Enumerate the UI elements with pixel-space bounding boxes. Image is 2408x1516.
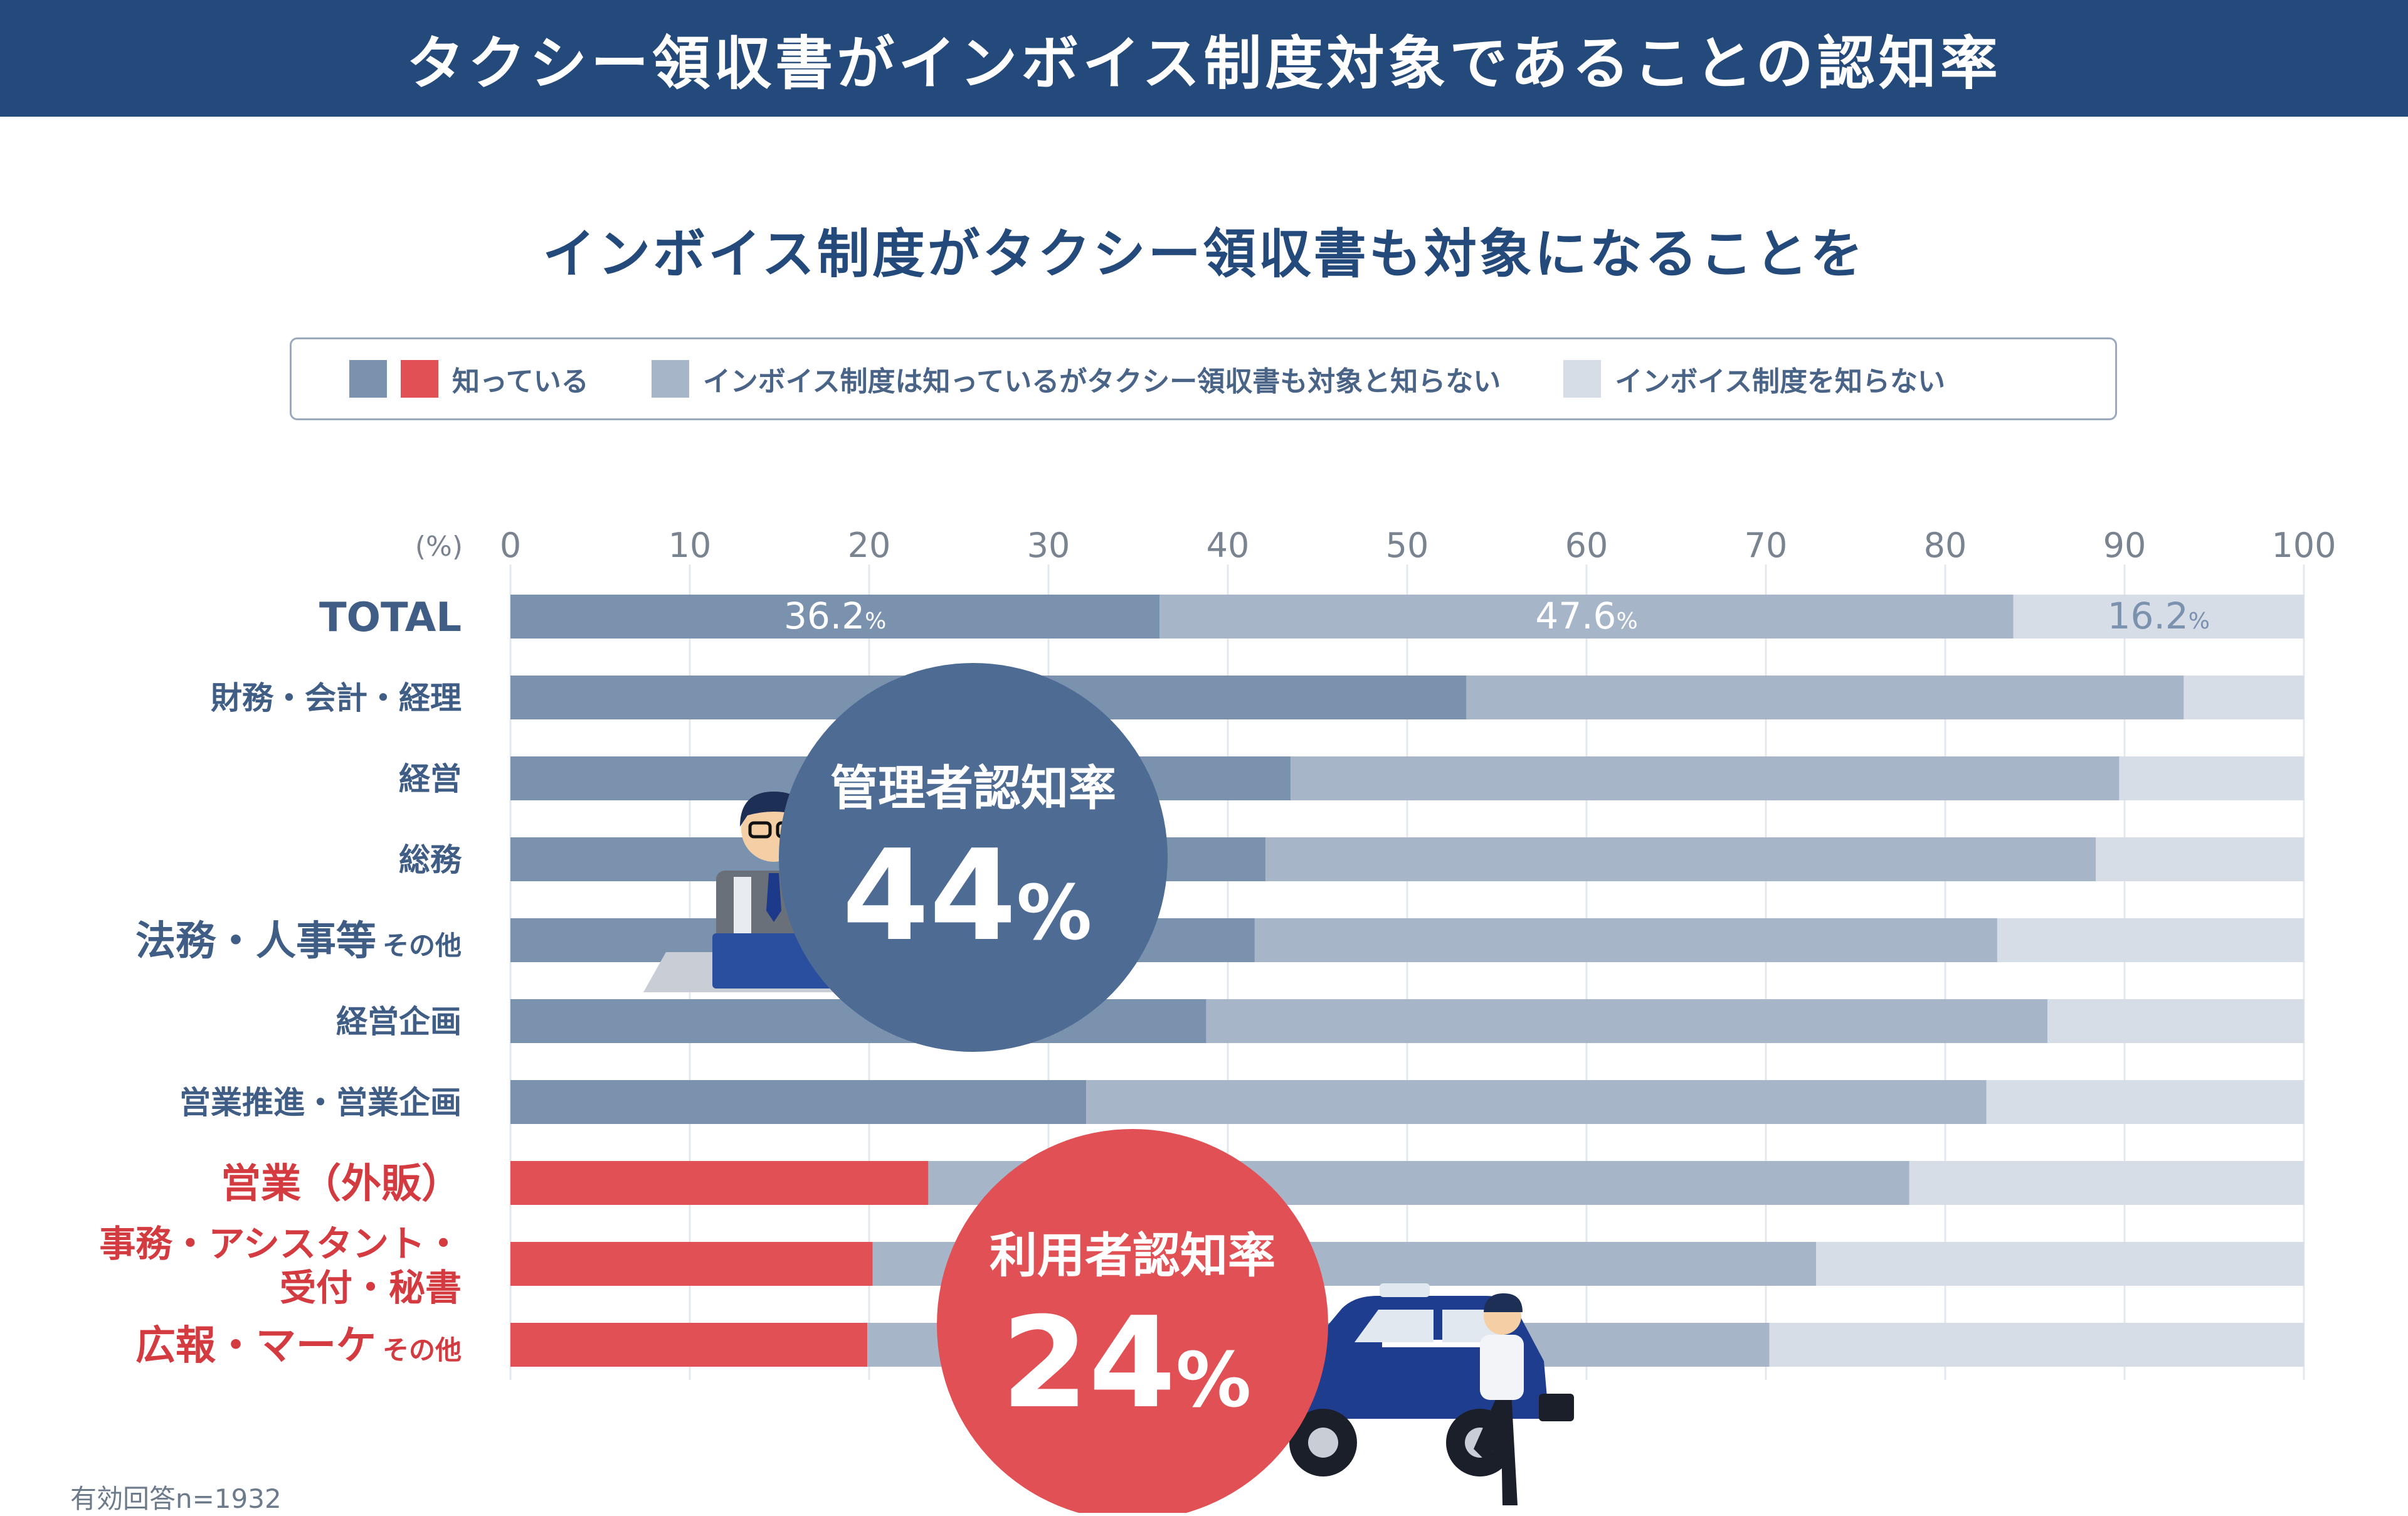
legend-label-know: 知っている [452,366,589,398]
x-tick-label: 60 [1565,526,1608,565]
category-label-line2: 受付・秘書 [280,1266,462,1309]
bar-segment [1909,1161,2304,1205]
data-label: 47.6% [1535,595,1637,637]
man-shirt [1480,1335,1524,1400]
x-axis-unit-label: (%) [415,531,463,563]
x-tick-label: 30 [1027,526,1070,565]
category-label: TOTAL [319,595,462,641]
x-tick-label: 40 [1207,526,1250,565]
bars [510,595,2304,1367]
callout-title: 管理者認知率 [830,760,1116,816]
category-label: 財務・会計・経理 [211,680,462,716]
x-tick-label: 70 [1745,526,1788,565]
bar-segment [1291,756,2120,800]
legend-item-dont-know: インボイス制度を知らない [1563,359,1945,399]
bar-segment [1206,999,2048,1043]
bar-segment [2047,999,2304,1043]
callout-admin-awareness: 管理者認知率 44% [779,663,1168,1052]
x-axis: 0 10 20 30 40 50 60 70 80 90 100 [500,526,2337,565]
businessman-illustration [1474,1293,1574,1505]
data-label: 36.2% [784,595,886,637]
legend-swatch-invoice-only [651,360,689,398]
taxi-sign-icon [1380,1283,1430,1297]
bar-segment [510,1161,929,1205]
legend-swatch-know-admin [349,360,387,398]
bar-segment [510,1080,1087,1124]
legend-label-dont-know: インボイス制度を知らない [1615,366,1945,398]
bar-segment [1816,1242,2304,1286]
category-label: 営業推進・営業企画 [179,1084,462,1121]
category-label: 総務 [399,842,462,878]
page-title: タクシー領収書がインボイス制度対象であることの認知率 [406,29,2002,97]
wheel-hub [1308,1428,1338,1458]
x-tick-label: 90 [2103,526,2147,565]
footnote-sample-size: 有効回答n=1932 [70,1483,282,1514]
page-title-banner: タクシー領収書がインボイス制度対象であることの認知率 [0,0,2408,117]
bar-segment [1086,1080,1987,1124]
legend-item-invoice-only: インボイス制度は知っているがタクシー領収書も対象と知らない [651,359,1501,399]
bar-segment [1997,918,2304,962]
callout-title: 利用者認知率 [990,1227,1275,1283]
category-label: 経営企画 [336,1004,462,1040]
bar-segment [510,595,1160,639]
data-label: 16.2% [2108,595,2210,637]
bar-segment [1159,595,2014,639]
callout-user-awareness: 利用者認知率 24% [937,1129,1328,1513]
briefcase-icon [1539,1394,1574,1421]
callout-value: 44% [842,823,1092,969]
bar-segment [1265,837,2096,881]
man-hair [1484,1293,1523,1312]
bar-segment [1769,1323,2304,1367]
bar-segment [1466,676,2184,719]
x-tick-label: 100 [2271,526,2336,565]
x-tick-label: 0 [500,526,521,565]
x-tick-label: 10 [668,526,712,565]
x-tick-label: 50 [1386,526,1429,565]
category-label: 法務・人事等 その他 [135,918,462,965]
callout-circle [937,1129,1328,1513]
bar-segment [2096,837,2304,881]
category-label: 営業（外販） [221,1161,462,1207]
man-legs [1474,1392,1518,1505]
bar-segment [2013,595,2304,639]
legend-item-know: 知っている [349,359,589,399]
bar-segment [510,1323,868,1367]
callout-circle [779,663,1168,1052]
legend-swatch-know-user [401,360,438,398]
bar-segment [510,1242,873,1286]
x-tick-label: 20 [848,526,891,565]
category-label: 経営 [399,761,462,797]
bar-segment [1254,918,1997,962]
legend: 知っている インボイス制度は知っているがタクシー領収書も対象と知らない インボイ… [290,337,2117,420]
category-label: 広報・マーケ その他 [135,1323,462,1369]
bar-segment [2184,676,2304,719]
data-labels: 36.2% 47.6% 16.2% [784,595,2210,637]
category-label: 事務・アシスタント・ [99,1222,462,1265]
chart-subtitle: インボイス制度がタクシー領収書も対象になることを [542,223,1866,285]
glasses-icon [748,821,772,839]
necktie-icon [766,873,781,922]
legend-swatch-dont-know [1563,360,1602,398]
taxi-window [1354,1310,1434,1342]
legend-label-invoice-only: インボイス制度は知っているがタクシー領収書も対象と知らない [702,366,1501,398]
callout-value: 24% [1001,1290,1252,1436]
x-tick-label: 80 [1924,526,1967,565]
bar-segment [2119,756,2304,800]
bar-segment [1986,1080,2304,1124]
